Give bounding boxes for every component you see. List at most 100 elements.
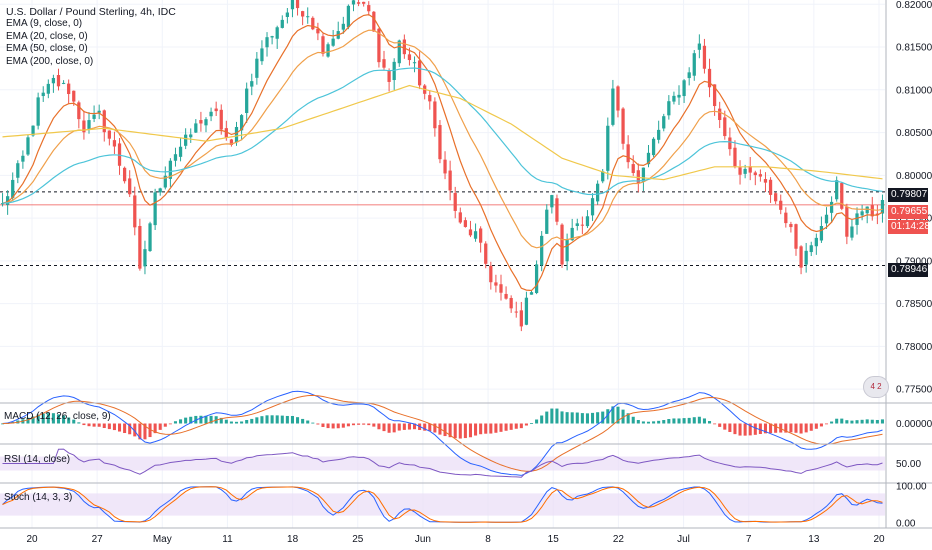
candle-body [77, 102, 81, 120]
candle-body [387, 70, 391, 82]
macd-histogram-bar [529, 423, 534, 424]
ema50-legend[interactable]: EMA (50, close, 0) [6, 43, 88, 55]
macd-histogram-bar [794, 423, 798, 433]
stoch-label[interactable]: Stoch (14, 3, 3) [4, 492, 73, 503]
candle-body [804, 250, 808, 265]
candle-body [41, 92, 45, 97]
macd-histogram-bar [173, 421, 177, 424]
macd-histogram-bar [804, 423, 808, 433]
macd-histogram-bar [758, 423, 762, 435]
macd-histogram-bar [468, 423, 472, 438]
macd-histogram-bar [845, 420, 849, 424]
time-tick-label: 18 [287, 534, 299, 545]
candle-body [479, 228, 483, 243]
candle-body [712, 84, 717, 107]
candle-body [239, 115, 244, 131]
candle-body [657, 129, 661, 140]
candle-body [46, 83, 50, 94]
macd-histogram-bar [351, 423, 356, 426]
price-tick-label: 0.80500 [896, 128, 932, 139]
candle-body [829, 201, 834, 213]
macd-histogram-bar [789, 423, 793, 433]
candle-body [36, 97, 40, 126]
macd-histogram-bar [601, 411, 605, 424]
macd-histogram-bar [336, 423, 340, 429]
macd-histogram-bar [677, 418, 681, 424]
candle-body [753, 172, 757, 176]
candle-body [504, 293, 508, 299]
candle-body [784, 212, 788, 224]
candle-body [748, 166, 752, 173]
time-tick-label: 11 [222, 534, 233, 545]
ema9-line [2, 13, 883, 292]
candle-body [341, 23, 345, 30]
macd-histogram-bar [636, 420, 640, 424]
candle-body [880, 199, 885, 214]
macd-histogram-bar [591, 412, 595, 424]
chart-legend: U.S. Dollar / Pound Sterling, 4h, IDC EM… [6, 6, 176, 68]
candle-body [799, 246, 803, 268]
candle-body [494, 282, 498, 286]
macd-histogram-bar [550, 408, 554, 424]
candle-body [311, 17, 315, 30]
economic-events-icon[interactable]: 4 2 [863, 376, 889, 398]
ema200-legend[interactable]: EMA (200, close, 0) [6, 55, 94, 67]
price-tick-label: 0.79000 [896, 256, 932, 267]
macd-histogram-bar [733, 423, 737, 435]
rsi-label[interactable]: RSI (14, close) [4, 454, 71, 465]
time-tick-label: 15 [548, 534, 560, 545]
candle-body [331, 38, 335, 46]
macd-histogram-bar [77, 422, 81, 424]
countdown-tag: 01:14:28 [888, 220, 930, 234]
candle-body [611, 88, 615, 125]
macd-histogram-bar [331, 423, 335, 429]
macd-histogram-bar [234, 421, 239, 424]
ema9-legend[interactable]: EMA (9, close, 0) [6, 18, 83, 30]
candle-body [768, 179, 773, 195]
macd-pane [1, 390, 884, 476]
macd-histogram-bar [814, 423, 818, 429]
macd-histogram-bar [494, 423, 498, 433]
macd-histogram-bar [362, 423, 366, 425]
candle-body [285, 12, 289, 17]
macd-histogram-bar [413, 423, 417, 430]
macd-histogram-bar [270, 415, 274, 424]
time-tick-label: 7 [746, 534, 752, 545]
macd-histogram-bar [631, 416, 635, 424]
macd-histogram-bar [672, 418, 676, 424]
candle-body [275, 27, 279, 39]
macd-histogram-bar [769, 423, 773, 434]
macd-histogram-bar [62, 415, 66, 424]
macd-histogram-bar [36, 414, 40, 424]
candle-body [214, 108, 218, 112]
macd-histogram-bar [713, 423, 717, 425]
candle-body [382, 59, 386, 68]
macd-histogram-bar [692, 417, 696, 424]
candle-body [163, 175, 167, 188]
price-tick-label: 0.81500 [896, 43, 932, 54]
macd-histogram-bar [774, 423, 778, 433]
candle-body [209, 111, 213, 117]
candle-body [133, 195, 137, 228]
macd-histogram-bar [423, 423, 427, 431]
candle-body [184, 134, 188, 146]
candle-body [412, 62, 417, 64]
macd-label[interactable]: MACD (12, 26, close, 9) [4, 411, 111, 422]
indicator-bands [0, 456, 885, 516]
candle-body [524, 297, 529, 325]
candle-body [601, 171, 605, 182]
ema20-legend[interactable]: EMA (20, close, 0) [6, 30, 88, 42]
events-badge: 4 2 [870, 382, 882, 391]
macd-histogram-bar [26, 417, 30, 424]
symbol-title[interactable]: U.S. Dollar / Pound Sterling, 4h, IDC [6, 6, 176, 18]
macd-histogram-bar [835, 418, 839, 424]
candle-body [26, 137, 30, 155]
macd-histogram-bar [255, 417, 259, 424]
macd-histogram-bar [850, 420, 854, 424]
candle-body [641, 167, 646, 182]
candle-body [570, 227, 574, 241]
candle-body [265, 37, 269, 48]
resistance-price-tag: 0.79807 [888, 188, 928, 202]
time-tick-label: Jun [415, 534, 431, 545]
